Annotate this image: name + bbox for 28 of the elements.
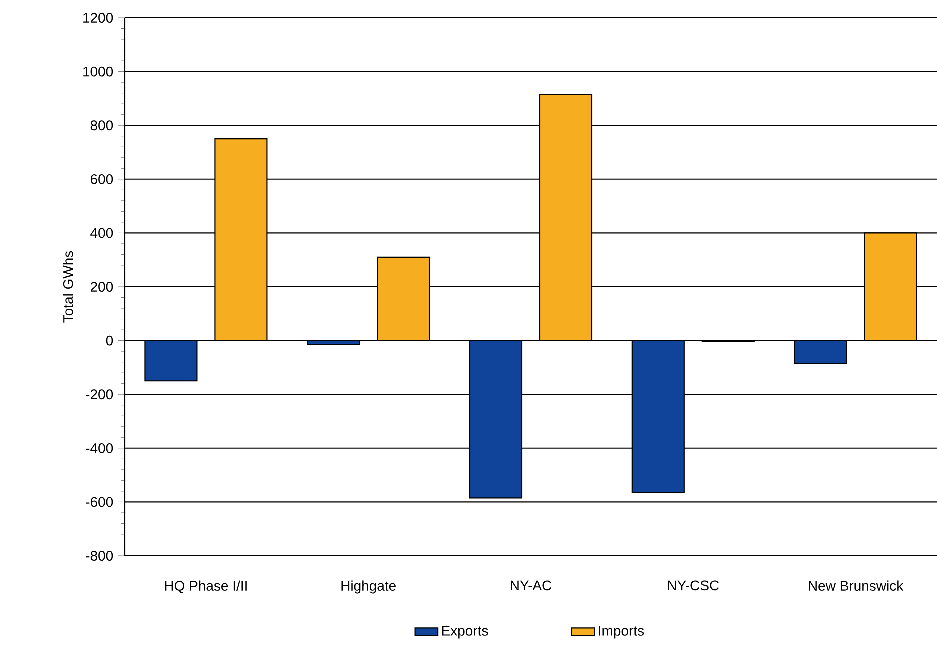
y-tick-label: -200 xyxy=(86,390,114,400)
bar xyxy=(794,340,848,364)
bar xyxy=(632,340,685,494)
bar xyxy=(214,138,268,342)
y-tick-label: 1000 xyxy=(84,66,114,77)
y-tick-label: 800 xyxy=(90,120,114,131)
bar xyxy=(307,340,360,346)
y-tick-label: -800 xyxy=(86,551,114,561)
y-tick-label: 200 xyxy=(90,282,114,292)
x-tick-label: Highgate xyxy=(342,580,396,594)
bar xyxy=(377,256,430,342)
x-tick-label: NY-CSC xyxy=(668,580,720,591)
y-tick-label: 600 xyxy=(90,174,114,184)
legend-label: Imports xyxy=(599,626,644,639)
y-axis-title: Total GWhs xyxy=(63,251,74,323)
y-tick-label: -600 xyxy=(86,497,114,508)
bar xyxy=(539,94,593,342)
bar xyxy=(144,340,198,382)
x-tick-label: New Brunswick xyxy=(809,580,904,592)
y-tick-label: 400 xyxy=(90,228,114,238)
legend-label: Exports xyxy=(442,626,488,639)
x-tick-label: NY-AC xyxy=(511,580,552,591)
bar xyxy=(864,232,918,342)
y-tick-label: 1200 xyxy=(84,13,114,23)
x-tick-label: HQ Phase I/II xyxy=(165,580,247,594)
bar xyxy=(469,340,523,499)
y-tick-label: 0 xyxy=(106,336,114,346)
y-tick-label: -400 xyxy=(86,443,114,454)
